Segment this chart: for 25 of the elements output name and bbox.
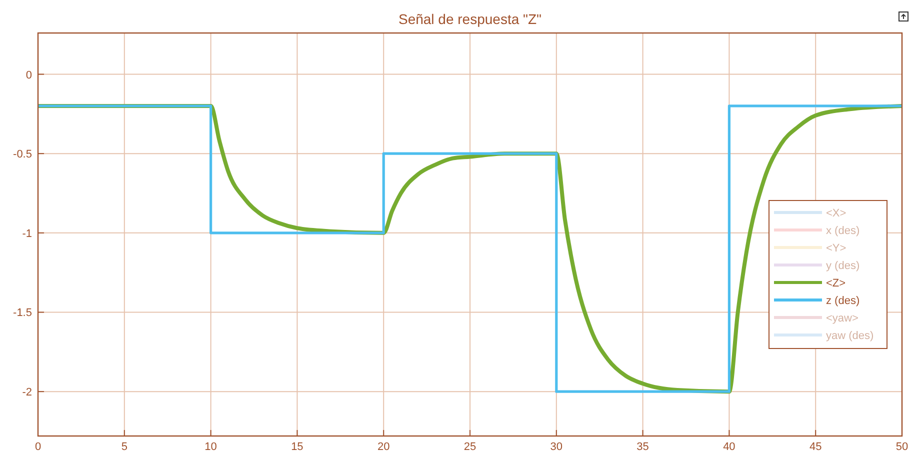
legend-label: x (des) [826, 225, 860, 237]
legend-label: <Y> [826, 242, 846, 254]
x-tick-label: 25 [464, 441, 476, 453]
legend-label: yaw (des) [826, 330, 874, 342]
x-tick-label: 50 [896, 441, 908, 453]
legend-label: <Z> [826, 278, 846, 290]
x-tick-label: 5 [121, 441, 128, 453]
y-tick-label: -0.5 [13, 148, 32, 161]
x-tick-label: 40 [723, 441, 736, 453]
chart-title: Señal de respuesta "Z" [398, 11, 542, 27]
x-tick-label: 15 [291, 441, 304, 453]
x-tick-label: 35 [636, 441, 649, 453]
x-tick-label: 0 [34, 441, 42, 453]
x-tick-label: 10 [204, 441, 217, 453]
x-tick-label: 20 [377, 441, 390, 453]
legend-label: y (des) [826, 260, 860, 272]
y-tick-label: -1 [22, 228, 32, 240]
x-tick-label: 45 [809, 441, 822, 453]
y-tick-label: -2 [22, 386, 32, 399]
y-tick-label: 0 [26, 69, 32, 82]
x-tick-label: 30 [550, 441, 563, 453]
legend-label: <yaw> [826, 312, 858, 324]
legend-label: <X> [826, 208, 846, 220]
legend-label: z (des) [826, 295, 860, 307]
y-tick-label: -1.5 [13, 307, 32, 320]
